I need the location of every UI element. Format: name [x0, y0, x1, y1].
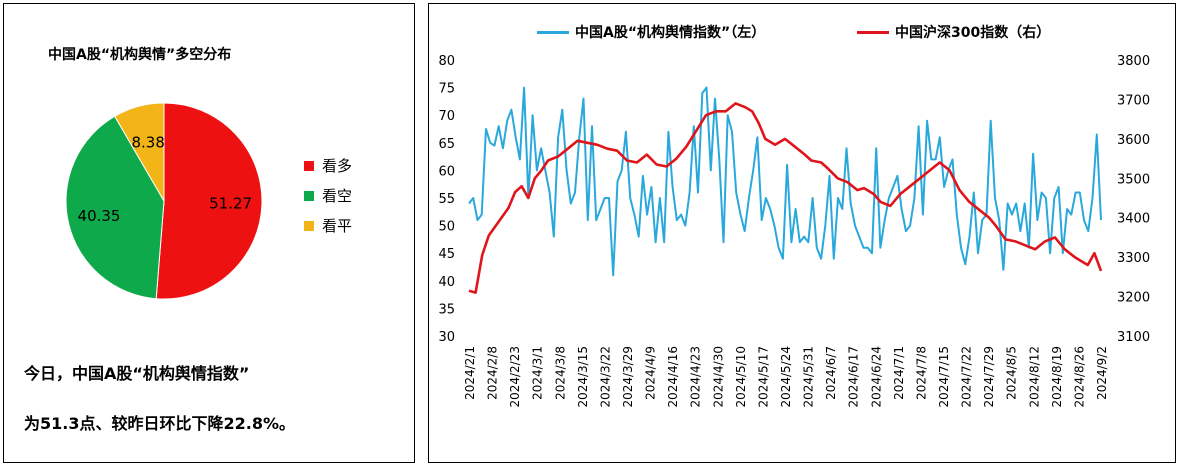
- x-tick-label: 2024/6/7: [824, 346, 838, 400]
- x-tick-label: 2024/5/24: [779, 346, 793, 408]
- y-left-tick-label: 45: [438, 247, 455, 262]
- legend-sentiment-index: 中国A股“机构舆情指数”（左）: [537, 22, 765, 42]
- legend-swatch-bullish: [304, 160, 314, 171]
- pie-slice-bearish: [65, 115, 165, 300]
- legend-line-sentiment: [537, 30, 569, 34]
- pie-value-label-bullish: 51.27: [209, 195, 252, 213]
- legend-swatch-neutral: [304, 220, 314, 231]
- x-tick-label: 2024/8/5: [1005, 346, 1019, 400]
- y-left-tick-label: 30: [438, 330, 455, 345]
- line-chart: 30 35 40 45 50 55 60 65 70 75 80 3100 3200 3300 3400 35…: [438, 54, 1150, 408]
- y-left-tick-label: 40: [438, 275, 455, 290]
- x-tick-label: 2024/6/24: [869, 346, 883, 408]
- x-tick-label: 2024/7/22: [960, 346, 974, 408]
- pie-slice-neutral: [114, 102, 165, 203]
- x-tick-label: 2024/3/1: [531, 346, 545, 400]
- x-tick-label: 2024/5/17: [756, 346, 770, 408]
- pie-chart-title: 中国A股“机构舆情”多空分布: [48, 47, 232, 63]
- index-chart-panel: 中国A股“机构舆情指数”（左） 中国沪深300指数（右） 30 35 40 45 50 5…: [428, 3, 1176, 463]
- legend-swatch-bearish: [304, 190, 314, 201]
- x-tick-label: 2024/7/15: [937, 346, 951, 408]
- x-tick-label: 2024/5/31: [802, 346, 816, 408]
- x-tick-label: 2024/4/23: [689, 346, 703, 408]
- legend-item-bullish: 看多: [304, 155, 352, 176]
- y-right-tick-label: 3200: [1117, 291, 1150, 306]
- y-left-tick-label: 65: [438, 137, 455, 152]
- legend-item-bearish: 看空: [304, 185, 352, 206]
- series-line-sentiment: [468, 86, 1102, 277]
- legend-label-bullish: 看多: [322, 157, 353, 175]
- pie-chart: 51.27 40.35 8.38: [65, 102, 263, 300]
- pie-value-label-bearish: 40.35: [78, 207, 121, 225]
- legend-label-bearish: 看空: [322, 187, 353, 205]
- x-tick-label: 2024/4/9: [644, 346, 658, 400]
- y-left-tick-label: 70: [438, 109, 455, 124]
- y-left-tick-label: 55: [438, 192, 455, 207]
- x-tick-label: 2024/2/23: [508, 346, 522, 408]
- y-left-tick-label: 75: [438, 82, 455, 97]
- y-left-tick-label: 35: [438, 302, 455, 317]
- y-right-tick-label: 3300: [1117, 251, 1150, 266]
- legend-csi300-index: 中国沪深300指数（右）: [857, 22, 1050, 42]
- legend-item-neutral: 看平: [304, 215, 352, 236]
- x-tick-label: 2024/5/10: [734, 346, 748, 408]
- x-tick-label: 2024/4/30: [711, 346, 725, 408]
- x-tick-label: 2024/3/8: [553, 346, 567, 400]
- y-right-tick-label: 3600: [1117, 133, 1150, 148]
- y-right-tick-label: 3400: [1117, 212, 1150, 227]
- series-line-csi300: [468, 102, 1103, 294]
- x-tick-label: 2024/2/1: [463, 346, 477, 400]
- summary-line-2: 为51.3点、较昨日环比下降22.8%。: [24, 414, 295, 433]
- x-tick-label: 2024/7/29: [982, 346, 996, 408]
- x-tick-label: 2024/3/22: [598, 346, 612, 408]
- y-left-tick-label: 60: [438, 164, 455, 179]
- legend-label-neutral: 看平: [322, 217, 353, 235]
- x-tick-label: 2024/3/29: [621, 346, 635, 408]
- distribution-panel: 中国A股“机构舆情”多空分布 51.27 40.35 8.38 看多 看空 看平 今…: [3, 3, 415, 463]
- y-left-tick-label: 80: [438, 54, 455, 69]
- legend-label-sentiment: 中国A股“机构舆情指数”（左）: [575, 25, 766, 41]
- y-right-tick-label: 3100: [1117, 330, 1150, 345]
- summary-line-1: 今日，中国A股“机构舆情指数”: [24, 364, 250, 383]
- pie-value-label-neutral: 8.38: [131, 133, 164, 151]
- x-tick-label: 2024/4/16: [666, 346, 680, 408]
- y-right-tick-label: 3700: [1117, 93, 1150, 108]
- y-right-tick-label: 3800: [1117, 54, 1150, 69]
- legend-label-csi300: 中国沪深300指数（右）: [895, 25, 1051, 41]
- x-tick-label: 2024/9/2: [1095, 346, 1109, 400]
- y-left-tick-label: 50: [438, 220, 455, 235]
- pie-slice-bullish: [155, 102, 263, 300]
- x-tick-label: 2024/7/1: [892, 346, 906, 400]
- x-tick-label: 2024/2/8: [486, 346, 500, 400]
- x-tick-label: 2024/7/8: [914, 346, 928, 400]
- x-tick-label: 2024/8/26: [1072, 346, 1086, 408]
- legend-line-csi300: [857, 30, 889, 34]
- x-tick-label: 2024/8/19: [1050, 346, 1064, 408]
- x-tick-label: 2024/8/12: [1027, 346, 1041, 408]
- x-tick-label: 2024/6/17: [847, 346, 861, 408]
- y-right-tick-label: 3500: [1117, 172, 1150, 187]
- x-tick-label: 2024/3/15: [576, 346, 590, 408]
